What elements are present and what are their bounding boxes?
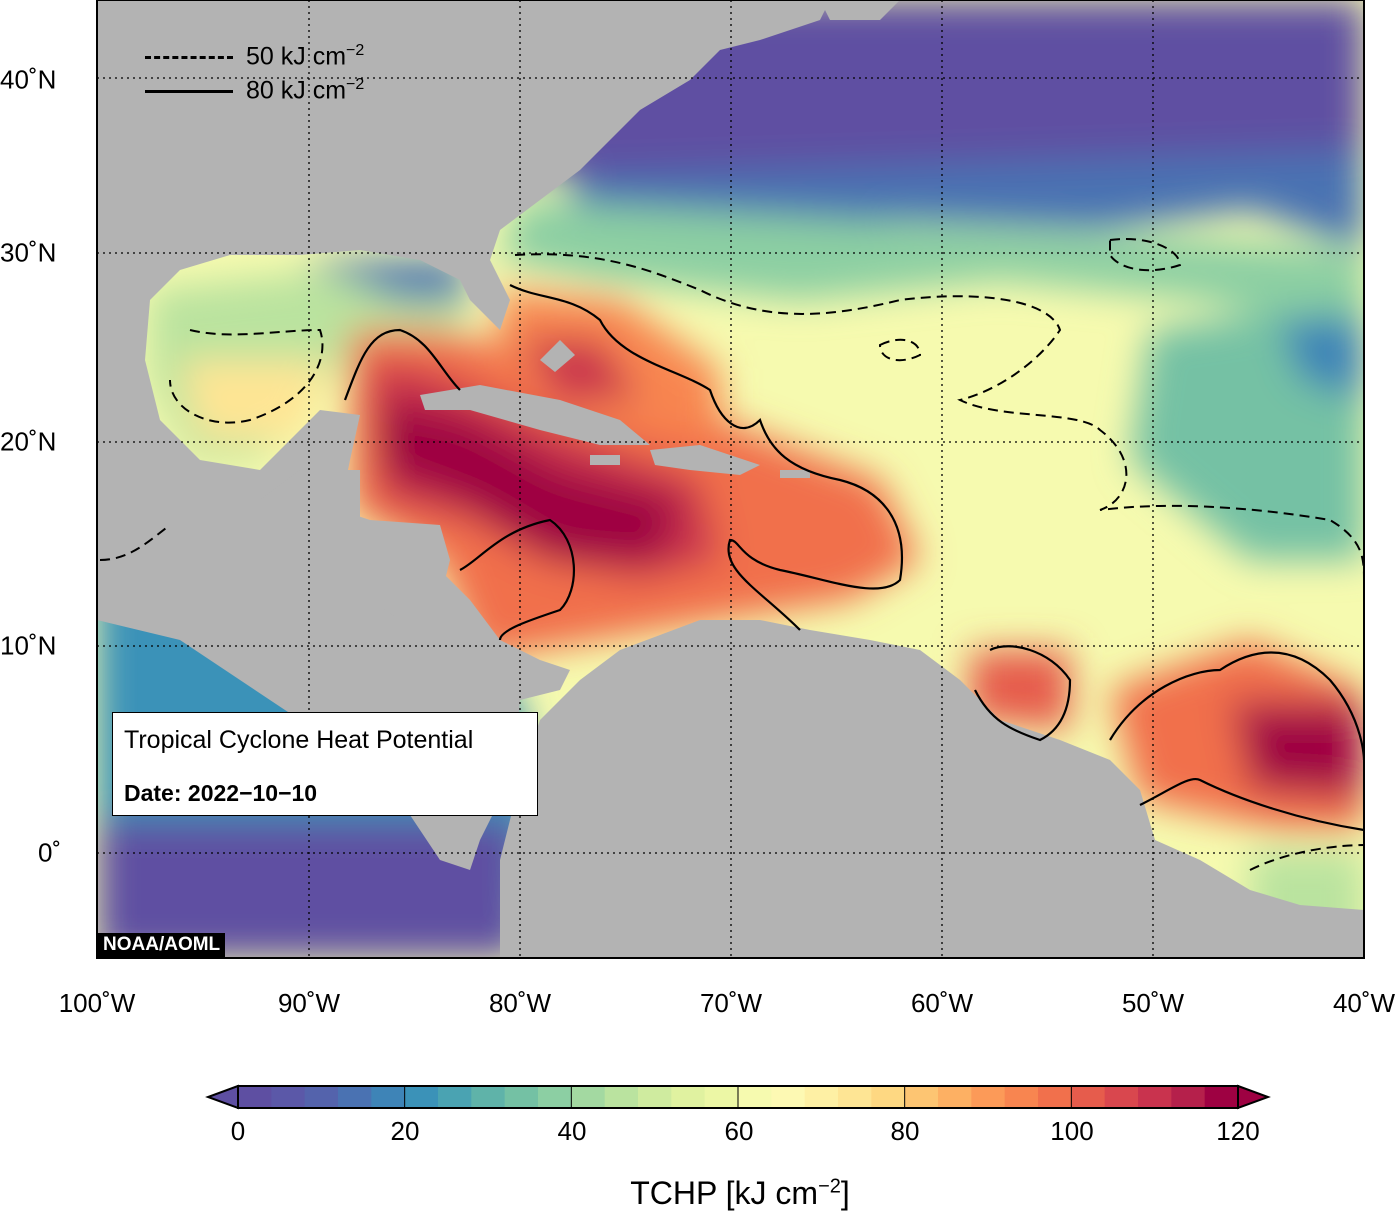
map-frame [96, 0, 1365, 959]
colorbar-tick-label: 20 [390, 1116, 420, 1146]
colorbar-tick-label: 60 [724, 1116, 754, 1146]
lon-label: 80˚W [488, 988, 552, 1018]
lon-label: 70˚W [699, 988, 763, 1018]
info-date: Date: 2022−10−10 [124, 780, 318, 806]
colorbar-segment [338, 1086, 372, 1108]
contour-80 [343, 284, 1364, 832]
colorbar-segment [971, 1086, 1006, 1108]
colorbar-segment [1004, 1086, 1039, 1108]
colorbar-segment [871, 1086, 906, 1108]
colorbar-segment [938, 1086, 972, 1108]
colorbar-segment [838, 1086, 872, 1108]
colorbar-segment [1038, 1086, 1072, 1108]
tchp-field [97, 0, 1364, 958]
colorbar-segment [238, 1086, 272, 1108]
colorbar-segment [1171, 1086, 1206, 1108]
lon-label: 50˚W [1121, 988, 1185, 1018]
legend-solid-label: 80 kJ cm−2 [246, 76, 365, 105]
contour-50 [99, 238, 1364, 871]
colorbar-segment [1204, 1086, 1239, 1108]
colorbar-segment [304, 1086, 339, 1108]
colorbar-segment [604, 1086, 639, 1108]
colorbar-segment [671, 1086, 706, 1108]
lon-label: 90˚W [277, 988, 341, 1018]
colorbar-segment [438, 1086, 472, 1108]
colorbar-segment [771, 1086, 806, 1108]
colorbar-segment [538, 1086, 572, 1108]
colorbar-segment [571, 1086, 606, 1108]
lat-label: 20˚N [0, 426, 57, 457]
lon-label: 40˚W [1332, 988, 1396, 1018]
colorbar-segment [638, 1086, 672, 1108]
colorbar-min-arrow [205, 1084, 239, 1110]
lat-label: 40˚N [0, 64, 57, 95]
colorbar-segment [1138, 1086, 1172, 1108]
colorbar-segment [1104, 1086, 1139, 1108]
lat-label: 30˚N [0, 237, 57, 268]
colorbar-segment [738, 1086, 772, 1108]
land [97, 0, 1364, 958]
colorbar-segment [804, 1086, 839, 1108]
colorbar-segment [704, 1086, 739, 1108]
lon-label: 60˚W [910, 988, 974, 1018]
colorbar-tick-label: 40 [557, 1116, 587, 1146]
legend-dashed-line [145, 56, 233, 59]
colorbar-segment [371, 1086, 406, 1108]
info-box: Tropical Cyclone Heat Potential Date: 20… [112, 712, 538, 816]
lat-label: 10˚N [0, 630, 57, 661]
colorbar-tick-label: 0 [230, 1116, 246, 1146]
colorbar-segment [271, 1086, 306, 1108]
colorbar-title: TCHP [kJ cm−2] [630, 1175, 850, 1211]
legend-solid-line [145, 90, 233, 93]
colorbar-segment [1071, 1086, 1106, 1108]
credit-label: NOAA/AOML [98, 933, 226, 957]
lat-label: 0˚ [38, 837, 62, 868]
colorbar [205, 1084, 1271, 1110]
colorbar-max-arrow [1237, 1084, 1271, 1110]
colorbar-segment [904, 1086, 939, 1108]
info-title: Tropical Cyclone Heat Potential [124, 726, 474, 754]
colorbar-tick-label: 120 [1216, 1116, 1260, 1146]
legend-dashed-label: 50 kJ cm−2 [246, 42, 365, 71]
colorbar-segment [404, 1086, 439, 1108]
colorbar-segment [504, 1086, 539, 1108]
colorbar-tick-label: 100 [1050, 1116, 1094, 1146]
colorbar-tick-label: 80 [890, 1116, 920, 1146]
lon-label: 100˚W [58, 988, 136, 1018]
colorbar-segment [471, 1086, 506, 1108]
